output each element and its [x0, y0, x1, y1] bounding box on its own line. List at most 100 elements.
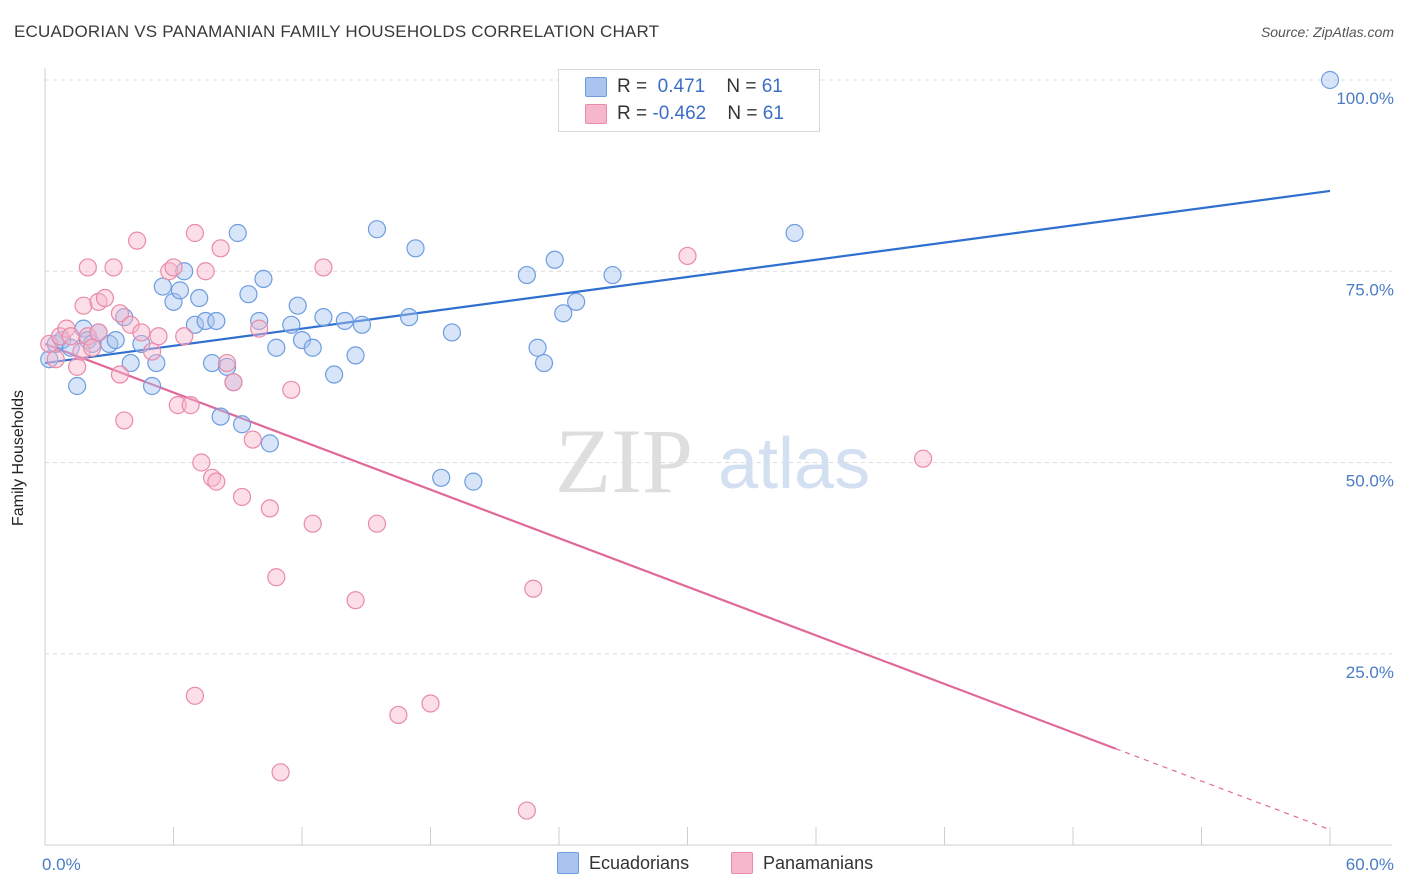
data-point[interactable]: [346, 591, 365, 610]
data-point[interactable]: [40, 350, 59, 369]
data-point[interactable]: [303, 514, 322, 533]
legend-swatch-ecuadorians: [557, 852, 579, 874]
data-point[interactable]: [72, 342, 91, 361]
data-point[interactable]: [232, 487, 252, 507]
data-point[interactable]: [314, 308, 333, 327]
data-point[interactable]: [142, 376, 162, 396]
legend-swatch-panamanians: [731, 852, 753, 874]
data-point[interactable]: [517, 265, 536, 285]
data-point[interactable]: [149, 327, 168, 346]
data-point[interactable]: [367, 220, 387, 239]
data-point[interactable]: [232, 415, 252, 434]
data-point[interactable]: [260, 499, 279, 518]
data-point[interactable]: [389, 705, 408, 725]
data-point[interactable]: [567, 292, 586, 311]
data-point[interactable]: [282, 315, 301, 334]
data-point[interactable]: [68, 376, 87, 396]
data-point[interactable]: [78, 258, 97, 277]
data-point[interactable]: [528, 338, 547, 357]
data-point[interactable]: [524, 579, 543, 598]
data-point[interactable]: [271, 763, 290, 782]
data-point[interactable]: [110, 365, 130, 384]
data-point[interactable]: [153, 277, 172, 296]
data-point[interactable]: [250, 319, 269, 338]
data-point[interactable]: [164, 258, 183, 277]
data-point[interactable]: [239, 285, 258, 304]
data-point[interactable]: [61, 327, 80, 346]
data-point[interactable]: [196, 311, 215, 331]
data-point[interactable]: [164, 292, 183, 311]
data-point[interactable]: [217, 353, 237, 373]
data-point[interactable]: [406, 239, 425, 258]
data-point[interactable]: [78, 327, 97, 346]
data-point[interactable]: [83, 338, 102, 357]
data-point[interactable]: [288, 296, 307, 315]
data-point[interactable]: [202, 353, 222, 373]
data-point[interactable]: [228, 223, 247, 243]
data-point[interactable]: [224, 373, 243, 392]
data-point[interactable]: [110, 304, 130, 323]
data-point[interactable]: [421, 694, 440, 713]
data-point[interactable]: [132, 323, 151, 342]
data-point[interactable]: [678, 246, 697, 266]
data-point[interactable]: [785, 223, 804, 243]
data-point[interactable]: [89, 323, 108, 342]
data-point[interactable]: [147, 353, 166, 373]
data-point[interactable]: [554, 304, 573, 323]
data-point[interactable]: [325, 365, 344, 384]
data-point[interactable]: [267, 338, 286, 357]
data-point[interactable]: [211, 407, 230, 426]
data-point[interactable]: [207, 472, 226, 491]
data-point[interactable]: [115, 411, 134, 430]
data-point[interactable]: [254, 269, 273, 288]
data-point[interactable]: [185, 686, 205, 705]
data-points: [40, 70, 1340, 820]
data-point[interactable]: [207, 311, 226, 331]
data-point[interactable]: [282, 380, 301, 399]
legend-item-panamanians[interactable]: Panamanians: [731, 852, 873, 874]
data-point[interactable]: [603, 265, 622, 285]
data-point[interactable]: [399, 308, 419, 327]
data-point[interactable]: [196, 262, 215, 281]
data-point[interactable]: [181, 396, 200, 415]
data-point[interactable]: [464, 472, 483, 491]
data-point[interactable]: [104, 258, 123, 277]
data-point[interactable]: [175, 262, 194, 281]
data-point[interactable]: [913, 449, 933, 468]
data-point[interactable]: [168, 396, 187, 415]
data-point[interactable]: [335, 311, 354, 331]
data-point[interactable]: [250, 311, 269, 331]
data-point[interactable]: [127, 231, 147, 250]
legend-n-value: 61: [761, 76, 783, 97]
data-point[interactable]: [142, 342, 162, 361]
data-point[interactable]: [267, 568, 286, 587]
data-point[interactable]: [367, 514, 387, 533]
data-point[interactable]: [432, 468, 451, 487]
data-point[interactable]: [95, 288, 115, 308]
data-point[interactable]: [68, 357, 87, 376]
data-point[interactable]: [534, 353, 554, 373]
legend-item-ecuadorians[interactable]: Ecuadorians: [557, 852, 689, 874]
data-point[interactable]: [185, 223, 205, 243]
data-point[interactable]: [46, 350, 65, 369]
data-point[interactable]: [175, 327, 194, 346]
data-point[interactable]: [106, 331, 125, 350]
data-point[interactable]: [185, 315, 205, 334]
data-point[interactable]: [121, 353, 140, 373]
data-point[interactable]: [243, 430, 262, 449]
data-point[interactable]: [303, 338, 322, 357]
data-point[interactable]: [74, 296, 93, 315]
data-point[interactable]: [1320, 70, 1340, 90]
data-point[interactable]: [170, 281, 190, 300]
data-point[interactable]: [314, 258, 333, 277]
data-point[interactable]: [346, 346, 365, 365]
data-point[interactable]: [192, 453, 211, 472]
data-point[interactable]: [211, 239, 230, 258]
data-point[interactable]: [517, 801, 536, 820]
data-point[interactable]: [442, 323, 462, 342]
data-point[interactable]: [217, 357, 237, 376]
data-point[interactable]: [260, 434, 279, 453]
data-point[interactable]: [545, 250, 564, 269]
data-point[interactable]: [352, 315, 372, 334]
data-point[interactable]: [190, 288, 209, 308]
